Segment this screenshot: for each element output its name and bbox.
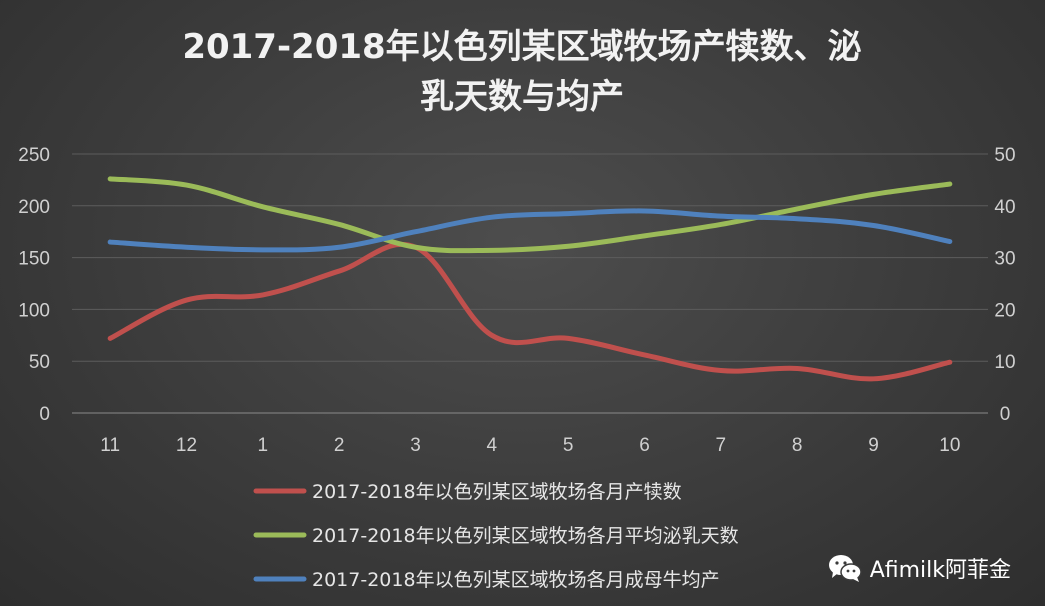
x-tick-label: 7 (716, 435, 727, 456)
chart-title-line-1: 2017-2018年以色列某区域牧场产犊数、泌 (182, 27, 861, 67)
x-tick-label: 6 (639, 435, 650, 456)
gridlines (72, 153, 988, 414)
left-tick-label: 0 (39, 404, 50, 425)
watermark-text: Afimilk阿菲金 (869, 558, 1011, 583)
x-tick-label: 11 (100, 435, 120, 456)
x-tick-label: 10 (939, 435, 960, 456)
legend-item: 2017-2018年以色列某区域牧场各月产犊数 (253, 481, 682, 503)
left-tick-label: 50 (29, 352, 50, 373)
right-y-axis: 0 10 20 30 40 50 (994, 145, 1015, 425)
left-tick-label: 200 (18, 197, 50, 218)
chart-title: 2017-2018年以色列某区域牧场产犊数、泌 乳天数与均产 (182, 27, 861, 117)
x-tick-label: 2 (334, 435, 345, 456)
right-tick-label: 30 (994, 249, 1015, 270)
x-tick-label: 12 (176, 435, 197, 456)
legend-label: 2017-2018年以色列某区域牧场各月平均泌乳天数 (312, 525, 739, 547)
legend-item: 2017-2018年以色列某区域牧场各月成母牛均产 (253, 569, 720, 591)
legend: 2017-2018年以色列某区域牧场各月产犊数 2017-2018年以色列某区域牧… (253, 481, 739, 591)
right-tick-label: 20 (994, 300, 1015, 321)
series-2 (107, 176, 953, 254)
right-tick-label: 40 (994, 197, 1015, 218)
left-y-axis: 0 50 100 150 200 250 (18, 145, 50, 425)
right-tick-label: 50 (994, 145, 1015, 166)
chart-title-line-2: 乳天数与均产 (420, 77, 624, 117)
left-tick-label: 250 (18, 145, 50, 166)
series-3 (107, 208, 953, 253)
x-tick-label: 5 (563, 435, 574, 456)
x-tick-label: 3 (410, 435, 421, 456)
series-line (107, 208, 953, 253)
x-tick-label: 9 (868, 435, 879, 456)
wechat-icon (828, 555, 862, 582)
x-tick-label: 8 (792, 435, 803, 456)
series-line (107, 241, 953, 382)
right-tick-label: 10 (994, 352, 1015, 373)
legend-label: 2017-2018年以色列某区域牧场各月产犊数 (312, 481, 682, 503)
x-tick-label: 1 (258, 435, 269, 456)
x-tick-label: 4 (487, 435, 498, 456)
left-tick-label: 100 (18, 300, 50, 321)
left-tick-label: 150 (18, 249, 50, 270)
x-axis: 11 12 1 2 3 4 5 6 7 8 9 10 (100, 435, 960, 456)
legend-label: 2017-2018年以色列某区域牧场各月成母牛均产 (312, 569, 720, 591)
right-tick-label: 0 (1000, 404, 1011, 425)
series-lines (107, 176, 953, 382)
series-line (107, 176, 953, 254)
watermark: Afimilk阿菲金 (828, 552, 1011, 584)
series-1 (107, 241, 953, 382)
legend-item: 2017-2018年以色列某区域牧场各月平均泌乳天数 (253, 525, 739, 547)
